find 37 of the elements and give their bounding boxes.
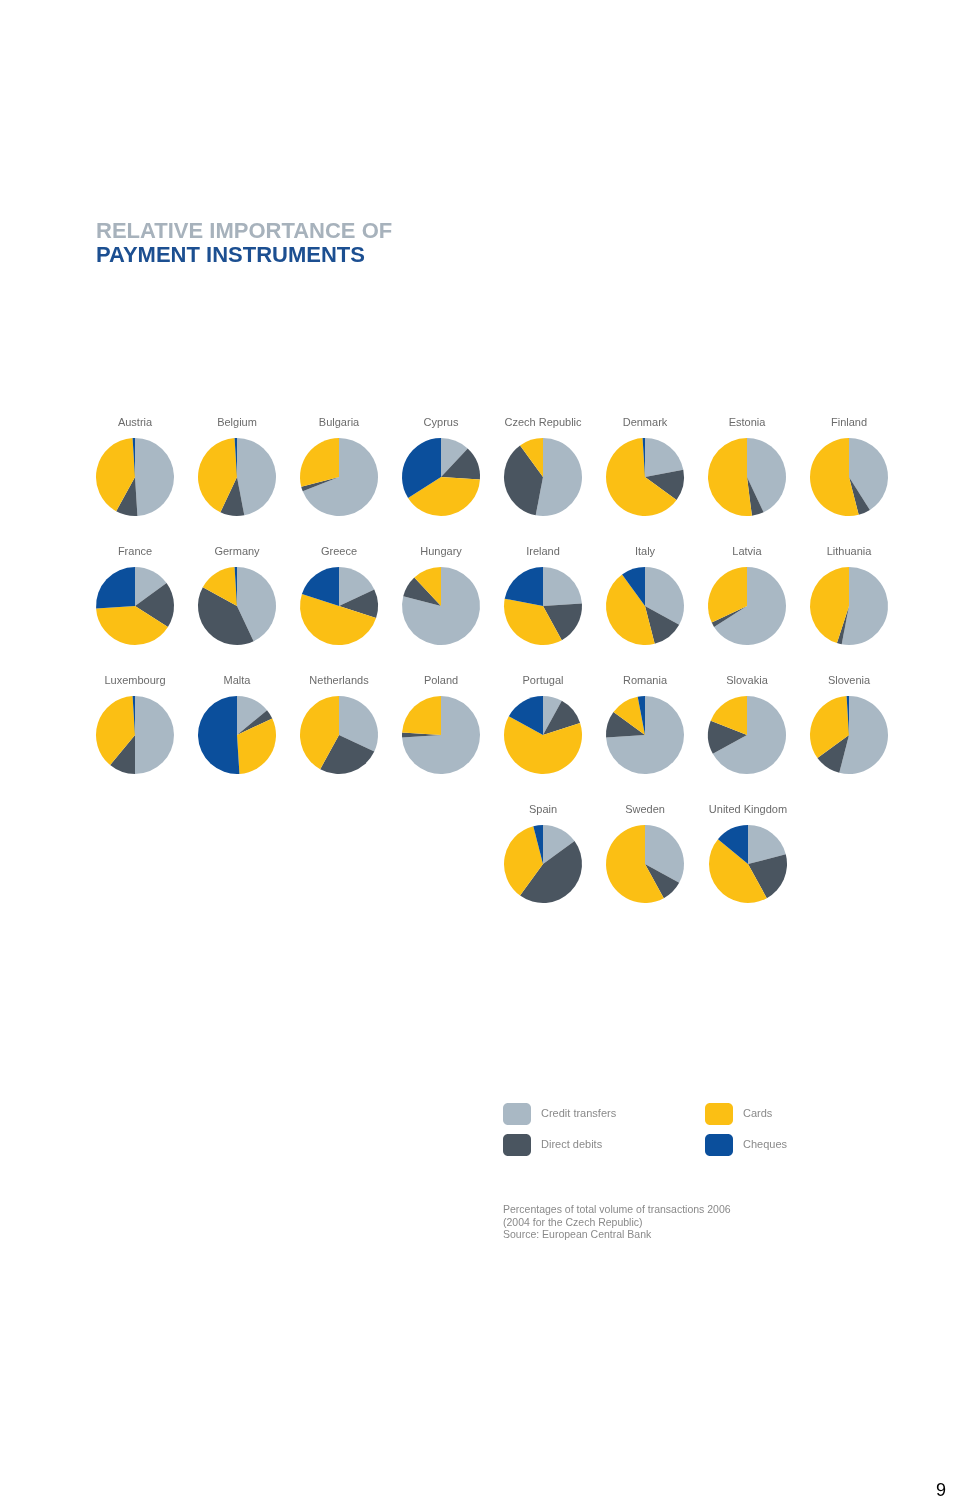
slice-label: Denmark [622, 416, 668, 428]
slice-label: Latvia [732, 545, 763, 557]
slice-label: Sweden [625, 803, 665, 815]
legend-label: Cards [743, 1107, 773, 1119]
slice-label: Estonia [728, 416, 767, 428]
chart-subtitle: PAYMENT INSTRUMENTS [96, 242, 365, 267]
slice-label: Malta [223, 674, 252, 686]
text: 9 [935, 1480, 946, 1500]
slice-label: Spain [528, 803, 558, 815]
text: (2004 for the Czech Republic) [503, 1215, 643, 1228]
slice-label: Portugal [522, 674, 564, 686]
slice-label: Netherlands [309, 674, 370, 686]
slice-label: Slovenia [827, 674, 871, 686]
slice-label: Lithuania [826, 545, 873, 557]
legend-label: Direct debits [541, 1138, 603, 1150]
slice-label: Italy [634, 545, 656, 557]
source-note: Source: European Central Bank [503, 1228, 653, 1240]
slice-label: Romania [622, 674, 668, 686]
slice-label: Belgium [217, 416, 257, 428]
text: Percentages of total volume of transactions 2006 [503, 1203, 731, 1215]
slice-label: Hungary [420, 545, 463, 557]
slice-label: United Kingdom [708, 803, 788, 815]
legend-label: Cheques [743, 1138, 788, 1150]
slice-label: Slovakia [726, 674, 769, 686]
slice-label: Czech Republic [504, 416, 583, 428]
slice-label: Cyprus [423, 416, 459, 428]
slice-label: Greece [320, 545, 358, 557]
slice-label: Bulgaria [318, 416, 361, 428]
legend-label: Credit transfers [541, 1107, 617, 1119]
slice-label: Finland [830, 416, 868, 428]
slice-label: Luxembourg [104, 674, 166, 686]
chart-title: RELATIVE IMPORTANCE OF [96, 218, 393, 243]
slice-label: Germany [214, 545, 261, 557]
slice-label: France [117, 545, 153, 557]
slice-label: Austria [117, 416, 153, 428]
slice-label: Poland [423, 674, 459, 686]
slice-label: Ireland [526, 545, 560, 557]
